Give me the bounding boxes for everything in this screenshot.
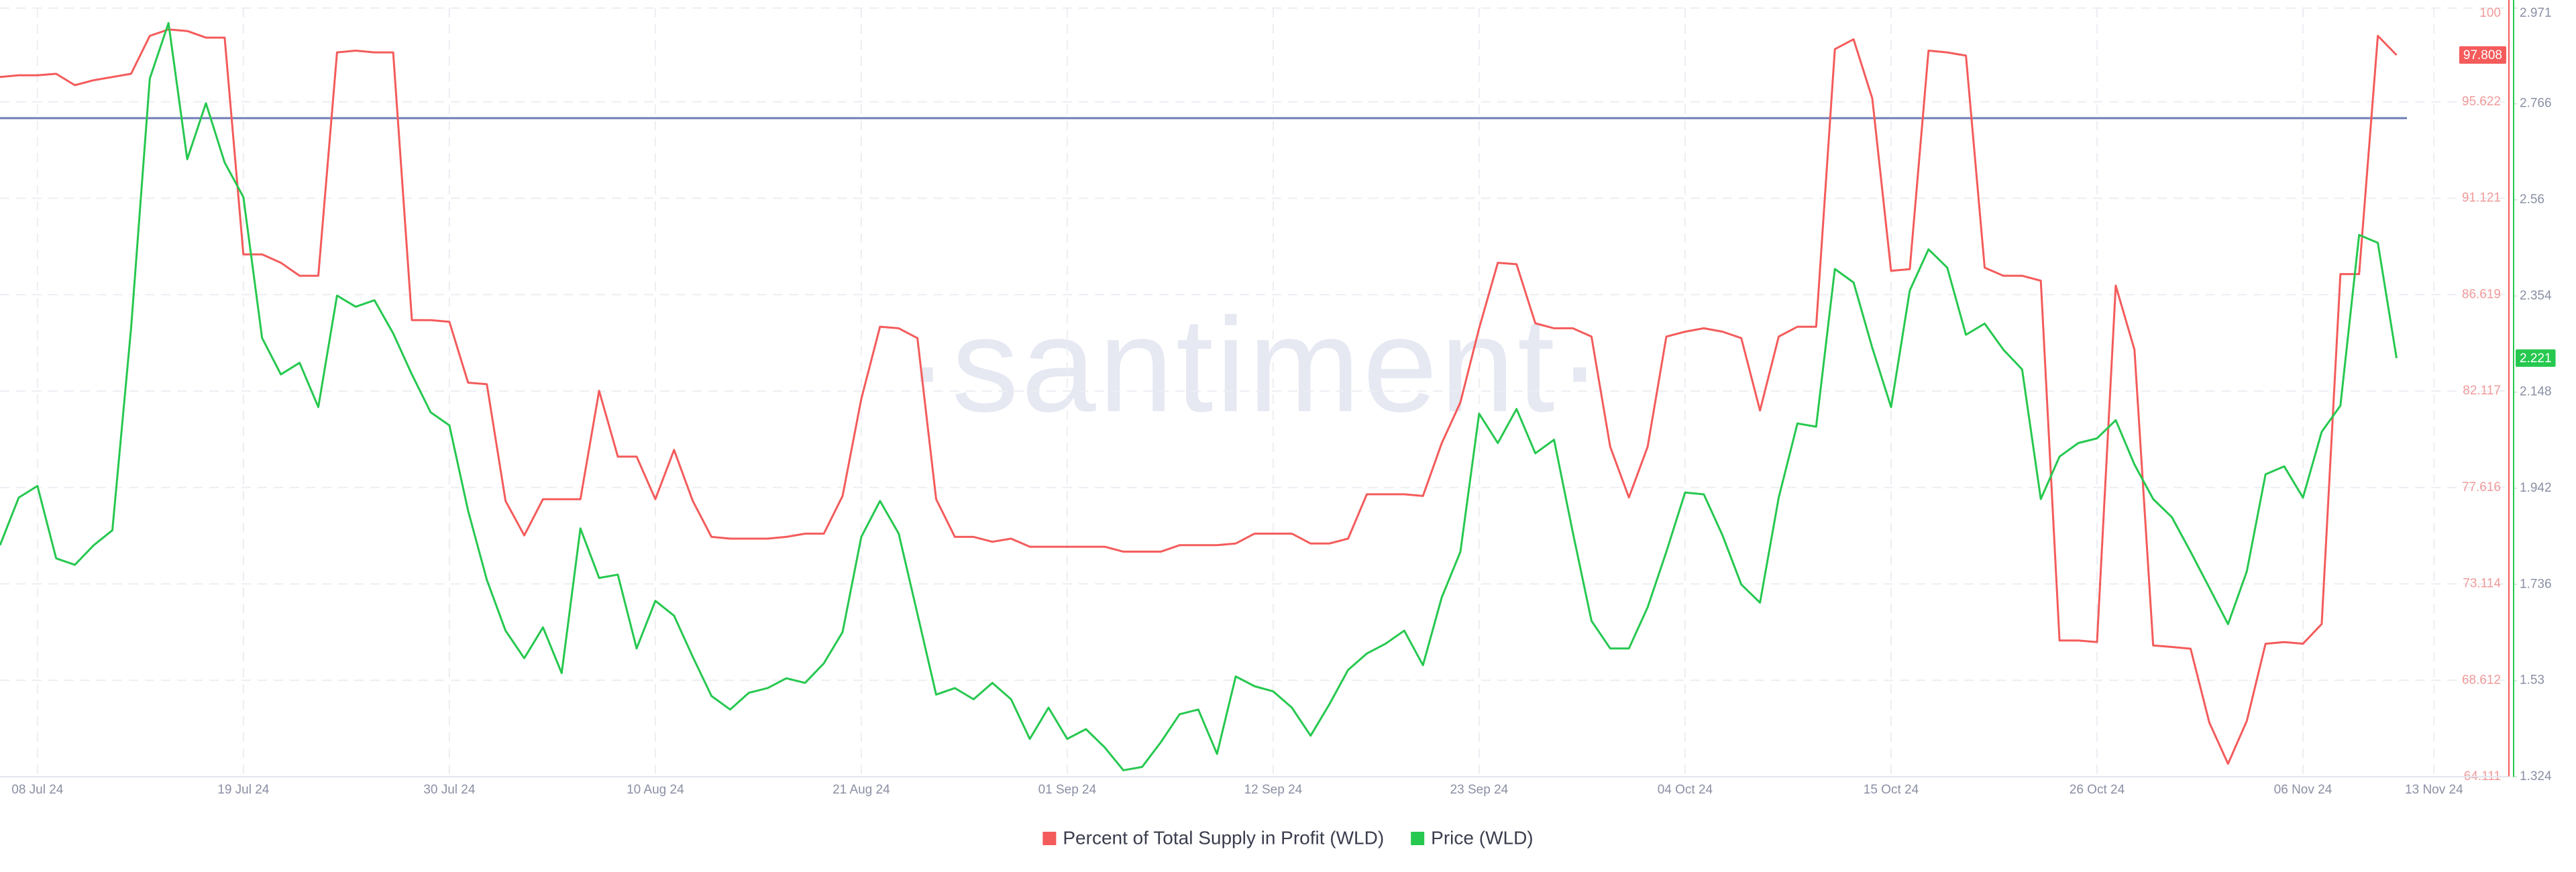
x-tick-label: 04 Oct 24 xyxy=(1658,783,1713,797)
last-value-label: 97.808 xyxy=(2463,48,2502,62)
series-line xyxy=(0,28,2398,765)
x-tick-label: 30 Jul 24 xyxy=(423,783,476,797)
y2-tick-label: 2.354 xyxy=(2520,288,2552,303)
y2-tick-label: 1.736 xyxy=(2520,577,2552,591)
y-tick-label: 68.612 xyxy=(2462,673,2501,687)
x-tick-label: 26 Oct 24 xyxy=(2070,783,2125,797)
legend-label: Price (WLD) xyxy=(1431,827,1533,848)
y-tick-label: 100 xyxy=(2479,6,2501,20)
watermark: ·santiment· xyxy=(904,290,1605,440)
y2-tick-label: 1.324 xyxy=(2520,769,2552,783)
y-tick-label: 91.121 xyxy=(2462,191,2501,205)
x-tick-label: 13 Nov 24 xyxy=(2405,783,2463,797)
legend-swatch xyxy=(1411,832,1425,845)
last-value-badge: 2.221 xyxy=(2516,349,2556,367)
last-value-label: 2.221 xyxy=(2520,351,2552,366)
x-tick-label: 08 Jul 24 xyxy=(11,783,64,797)
x-tick-label: 21 Aug 24 xyxy=(833,783,890,797)
x-tick-label: 01 Sep 24 xyxy=(1038,783,1097,797)
y2-tick-label: 1.942 xyxy=(2520,481,2552,495)
y2-tick-label: 2.148 xyxy=(2520,385,2552,399)
y2-tick-label: 1.53 xyxy=(2520,673,2544,688)
x-tick-label: 23 Sep 24 xyxy=(1450,783,1509,797)
y2-tick-label: 2.56 xyxy=(2520,193,2544,207)
y-tick-label: 73.114 xyxy=(2463,577,2501,591)
last-value-badge: 97.808 xyxy=(2459,46,2506,64)
y-tick-label: 82.117 xyxy=(2463,384,2501,398)
x-tick-label: 06 Nov 24 xyxy=(2274,783,2332,797)
y-tick-label: 86.619 xyxy=(2462,287,2501,301)
x-tick-label: 19 Jul 24 xyxy=(217,783,270,797)
series-line xyxy=(0,21,2398,771)
y-tick-label: 77.616 xyxy=(2462,480,2501,494)
last-value-box xyxy=(2516,349,2556,367)
legend: Percent of Total Supply in Profit (WLD) P… xyxy=(1042,827,1534,848)
y2-tick-label: 2.766 xyxy=(2520,97,2552,111)
y2-tick-label: 2.971 xyxy=(2520,6,2552,20)
legend-label: Percent of Total Supply in Profit (WLD) xyxy=(1063,827,1384,848)
x-tick-label: 10 Aug 24 xyxy=(627,783,684,797)
legend-swatch xyxy=(1042,832,1057,845)
x-tick-label: 15 Oct 24 xyxy=(1864,783,1919,797)
last-value-box xyxy=(2459,46,2506,64)
x-tick-label: 12 Sep 24 xyxy=(1244,783,1303,797)
y-tick-label: 95.622 xyxy=(2462,95,2501,109)
